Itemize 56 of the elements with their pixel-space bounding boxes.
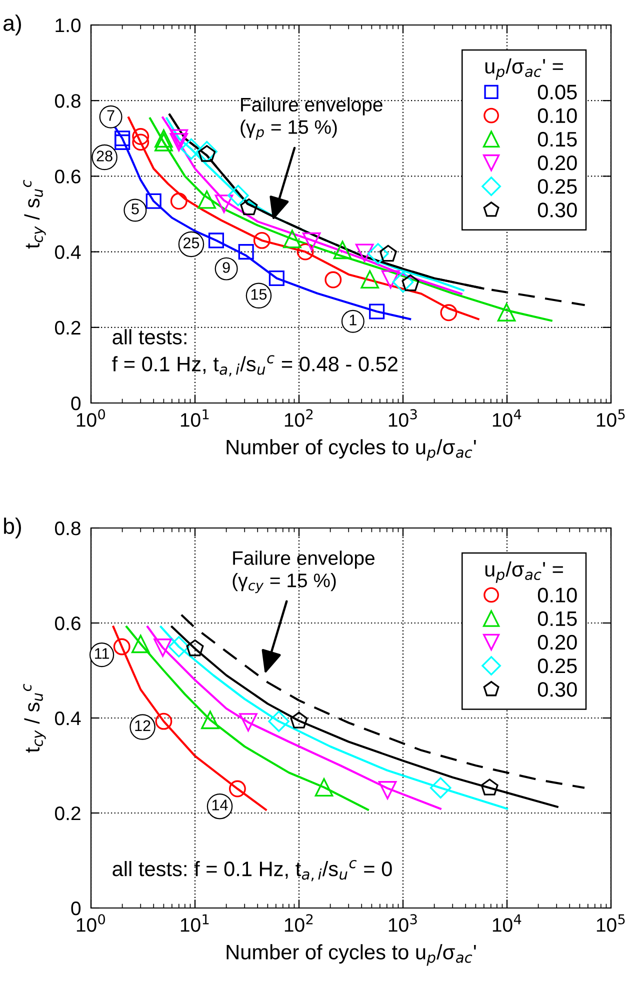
legend-label: 0.20	[538, 155, 577, 170]
y-tick-label: 0.2	[55, 320, 80, 335]
x-tick-label: 10$^{3}$	[388, 914, 417, 932]
x-axis-title: Number of cycles to u$_{p}$/σ$_{ac}$'	[226, 944, 476, 966]
y-tick-label: 0	[71, 396, 81, 410]
annotation: Failure envelope (γ$_{p}$ = 15 %)	[240, 97, 382, 140]
x-tick-label: 10$^{4}$	[492, 409, 522, 427]
annotation: 28	[96, 150, 112, 162]
y-tick-label: 0.4	[55, 711, 81, 726]
x-tick-label: 10$^{0}$	[76, 409, 106, 427]
x-tick-label: 10$^{3}$	[388, 409, 417, 427]
chart-title: a)	[4, 14, 21, 36]
legend-label: 0.30	[538, 202, 577, 218]
x-tick-label: 10$^{1}$	[180, 914, 209, 932]
legend-label: 0.10	[538, 108, 577, 124]
legend-label: 0.25	[538, 658, 577, 674]
x-tick-label: 10$^{1}$	[180, 409, 209, 427]
y-axis-title: t$_{cy}$ / s$_{u}$$^{c}$	[23, 684, 46, 753]
y-tick-label: 0.4	[55, 245, 81, 260]
y-tick-label: 0.6	[55, 170, 80, 184]
x-tick-label: 10$^{2}$	[284, 409, 313, 427]
annotation: 14	[212, 800, 228, 810]
annotation: all tests: f = 0.1 Hz, t$_{a,i}$/s$_{u}$$^{c}$ = 0	[112, 860, 392, 882]
legend-label: 0.30	[538, 682, 577, 697]
chart-title: b)	[4, 518, 21, 538]
x-tick-label: 10$^{0}$	[76, 914, 106, 932]
annotation: 11	[95, 648, 109, 659]
x-axis-title: Number of cycles to u$_{p}$/σ$_{ac}$'	[226, 439, 476, 461]
y-tick-label: 0.8	[55, 521, 80, 536]
legend-title: u$_{p}$/σ$_{ac}$' =	[485, 561, 563, 583]
annotation: Failure envelope (γ$_{cy}$ = 15 %)	[232, 550, 374, 594]
y-tick-label: 1.0	[56, 18, 81, 32]
legend-label: 0.10	[538, 588, 577, 602]
annotation: 9	[222, 262, 230, 273]
annotation: 25	[184, 238, 200, 248]
annotation: 12	[135, 720, 150, 731]
legend-label: 0.05	[538, 84, 577, 100]
x-tick-label: 10$^{4}$	[492, 914, 522, 932]
y-tick-label: 0.6	[55, 616, 80, 630]
annotation: 7	[107, 110, 114, 121]
y-axis-title: t$_{cy}$ / s$_{u}$$^{c}$	[23, 180, 46, 249]
annotation: all tests: f = 0.1 Hz, t$_{a,i}$/s$_{u}$$^{c}$ = 0.48 - 0.52	[112, 329, 398, 376]
x-tick-label: 10$^{5}$	[596, 914, 625, 932]
legend-label: 0.20	[538, 634, 577, 650]
legend-label: 0.15	[538, 132, 577, 147]
y-tick-label: 0	[71, 901, 81, 916]
y-tick-label: 0.8	[55, 94, 80, 108]
annotation: 5	[132, 204, 139, 214]
x-tick-label: 10$^{5}$	[596, 409, 625, 427]
x-tick-label: 10$^{2}$	[284, 914, 313, 932]
legend-label: 0.15	[538, 611, 577, 626]
legend-label: 0.25	[538, 179, 577, 194]
y-tick-label: 0.2	[55, 806, 80, 820]
annotation: 1	[350, 314, 356, 326]
annotation: 15	[251, 289, 267, 300]
legend-title: u$_{p}$/σ$_{ac}$' =	[485, 58, 563, 80]
